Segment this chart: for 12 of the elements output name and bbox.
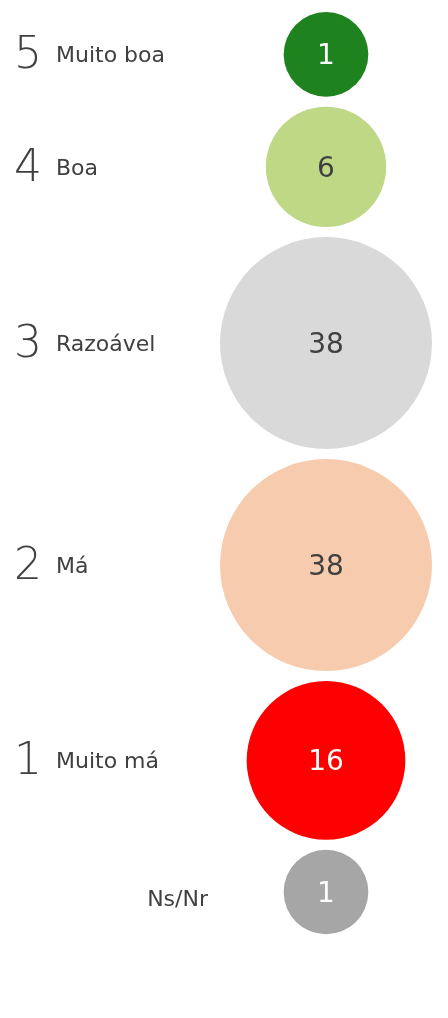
data-label: 1	[317, 38, 335, 72]
category-label: 3 Razoável	[14, 316, 156, 368]
category-label: 1 Muito má	[14, 733, 160, 785]
data-label: 1	[317, 875, 335, 909]
category-label: 5 Muito boa	[14, 27, 166, 79]
data-label: 38	[308, 326, 344, 360]
category-label: 4 Boa	[14, 139, 99, 191]
data-label: 6	[317, 150, 335, 184]
category-label: Ns/Nr	[147, 886, 209, 912]
category-label: 2 Má	[14, 538, 89, 590]
data-label: 38	[308, 548, 344, 582]
data-label: 16	[308, 744, 344, 778]
